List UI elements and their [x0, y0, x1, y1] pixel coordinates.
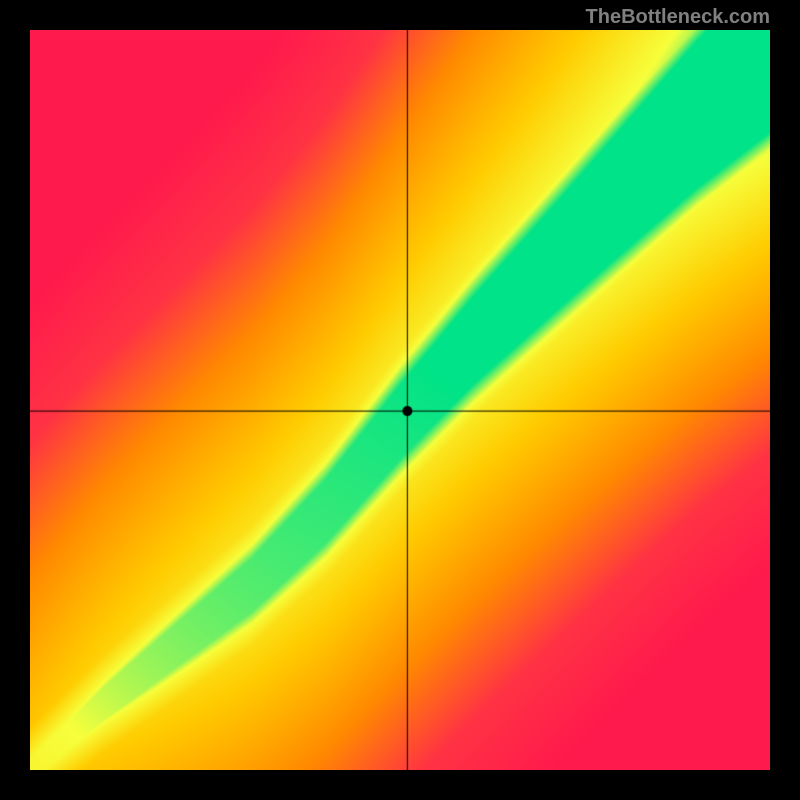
- watermark-text: TheBottleneck.com: [586, 6, 770, 29]
- bottleneck-heatmap: [30, 30, 770, 770]
- chart-container: TheBottleneck.com: [0, 0, 800, 800]
